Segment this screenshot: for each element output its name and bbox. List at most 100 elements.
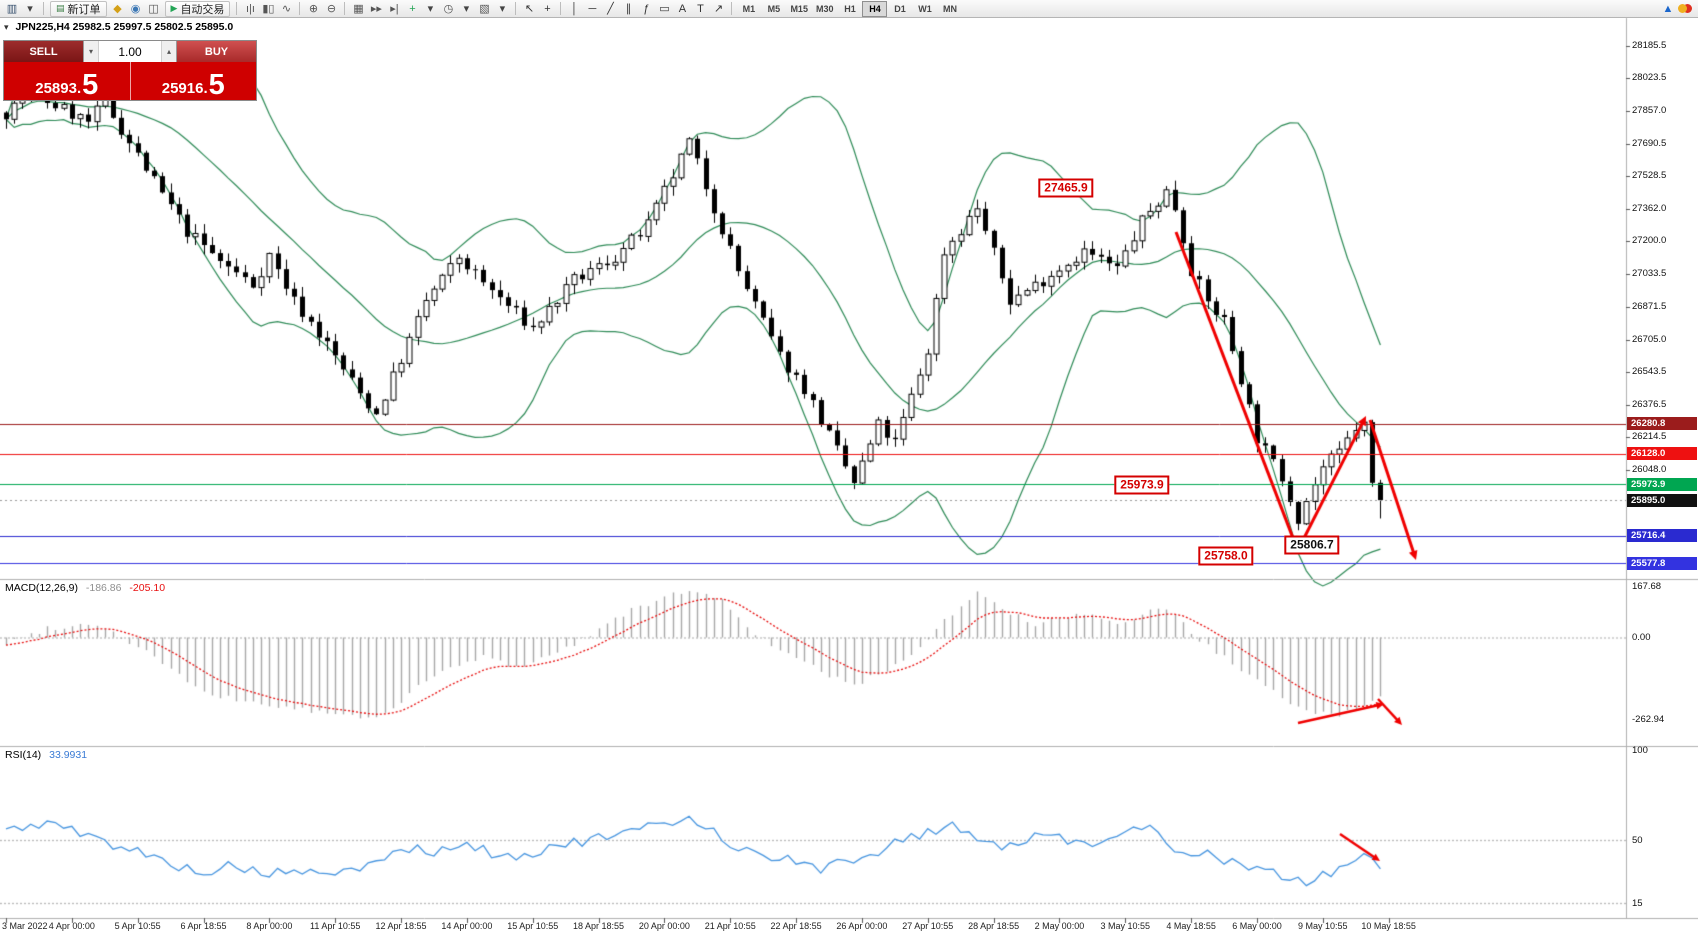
volume-increase-button[interactable]: ▴ bbox=[161, 41, 176, 62]
price-tick-label: 27857.0 bbox=[1632, 105, 1667, 117]
zoom-out-icon[interactable]: ⊖ bbox=[326, 3, 337, 15]
trendline-icon[interactable]: ╱ bbox=[607, 3, 614, 15]
new-chart-icon[interactable]: ▥ bbox=[6, 3, 18, 15]
text-icon[interactable]: A bbox=[678, 2, 687, 15]
volume-control: ▾ 1.00 ▴ bbox=[83, 41, 177, 62]
time-tick-label: 6 Apr 18:55 bbox=[180, 921, 227, 931]
auto-scroll-icon[interactable]: ▸▸ bbox=[370, 3, 382, 15]
data-window-icon[interactable]: ◉ bbox=[130, 3, 141, 15]
buy-button[interactable]: BUY bbox=[177, 41, 256, 62]
sell-price-display[interactable]: 25893. 5 bbox=[4, 62, 130, 100]
market-watch-icon[interactable]: ◆ bbox=[113, 3, 122, 15]
timeframe-m5[interactable]: M5 bbox=[767, 3, 781, 14]
hline-icon[interactable]: ─ bbox=[588, 2, 597, 15]
fibonacci-icon[interactable]: ƒ bbox=[643, 2, 650, 15]
periods-icon[interactable]: ◷ bbox=[443, 3, 454, 15]
rsi-axis-label: 50 bbox=[1632, 835, 1643, 846]
time-tick-label: 5 Apr 10:55 bbox=[114, 921, 161, 931]
timeframe-m1[interactable]: M1 bbox=[742, 3, 756, 14]
price-tick-label: 26543.5 bbox=[1632, 365, 1667, 377]
volume-input[interactable]: 1.00 bbox=[118, 44, 142, 59]
time-tick-label: 27 Apr 10:55 bbox=[902, 921, 954, 931]
chart-symbol-period: JPN225,H4 bbox=[15, 21, 70, 33]
timeframe-group: M1 M5 M15 M30 H1 H4 D1 W1 MN bbox=[736, 0, 962, 17]
time-tick-label: 2 May 00:00 bbox=[1034, 921, 1085, 931]
macd-value-main: -186.86 bbox=[85, 582, 122, 594]
toolbar-separator bbox=[560, 2, 562, 15]
new-order-button[interactable]: ▤ 新订单 bbox=[50, 0, 107, 17]
channel-icon[interactable]: ∥ bbox=[625, 3, 632, 15]
time-tick-label: 9 May 10:55 bbox=[1298, 921, 1348, 931]
price-tick-label: 28185.5 bbox=[1632, 39, 1667, 51]
price-tick-label: 26871.5 bbox=[1632, 300, 1667, 312]
template-icon[interactable]: ▧ bbox=[479, 3, 490, 15]
timeframe-mn[interactable]: MN bbox=[942, 3, 957, 14]
vline-icon[interactable]: │ bbox=[571, 2, 578, 15]
price-annotation[interactable]: 25806.7 bbox=[1284, 535, 1340, 555]
timeframe-h4[interactable]: H4 bbox=[862, 0, 888, 17]
macd-axis-label: 0.00 bbox=[1632, 631, 1651, 643]
indicators-icon[interactable]: + bbox=[409, 2, 416, 15]
timeframe-m15[interactable]: M15 bbox=[790, 3, 808, 14]
macd-value-signal: -205.10 bbox=[129, 582, 166, 594]
chart-shift-icon[interactable]: ▸| bbox=[390, 3, 399, 15]
line-chart-icon[interactable]: ∿ bbox=[281, 3, 292, 15]
price-tick-label: 26705.0 bbox=[1632, 333, 1667, 345]
autotrade-button[interactable]: ▶ 自动交易 bbox=[164, 0, 231, 17]
timeframe-h1[interactable]: H1 bbox=[844, 3, 856, 14]
rsi-axis-label: 100 bbox=[1632, 745, 1648, 756]
oct-collapse-icon[interactable]: ▾ bbox=[4, 22, 9, 32]
indicators-dropdown-icon[interactable]: ▾ bbox=[427, 3, 434, 15]
time-tick-label: 20 Apr 00:00 bbox=[638, 921, 690, 931]
zoom-in-icon[interactable]: ⊕ bbox=[308, 3, 319, 15]
buy-price-display[interactable]: 25916. 5 bbox=[129, 62, 257, 101]
buy-price-big-digit: 5 bbox=[208, 68, 225, 101]
time-tick-label: 6 May 00:00 bbox=[1232, 921, 1282, 931]
price-tick-label: 27033.5 bbox=[1632, 268, 1667, 280]
timeframe-d1[interactable]: D1 bbox=[894, 3, 906, 14]
connection-status-icon bbox=[1677, 2, 1695, 16]
timeframe-w1[interactable]: W1 bbox=[918, 3, 932, 14]
shapes-icon[interactable]: ▭ bbox=[659, 3, 670, 15]
macd-axis-label: 167.68 bbox=[1632, 581, 1662, 592]
chart-dropdown-icon[interactable]: ▾ bbox=[27, 3, 33, 15]
arrow-tool-icon[interactable]: ↗ bbox=[713, 3, 724, 15]
template-dropdown-icon[interactable]: ▾ bbox=[499, 3, 506, 15]
price-annotation[interactable]: 25758.0 bbox=[1198, 546, 1254, 566]
price-level-tag: 26280.8 bbox=[1627, 417, 1697, 431]
price-tick-label: 26214.5 bbox=[1632, 430, 1667, 442]
one-click-trading-panel: SELL ▾ 1.00 ▴ BUY 25893. 5 25916. 5 bbox=[3, 40, 257, 101]
cursor-icon[interactable]: ↖ bbox=[524, 3, 535, 15]
price-annotation[interactable]: 25973.9 bbox=[1114, 475, 1170, 495]
rsi-value: 33.9931 bbox=[49, 749, 88, 761]
time-tick-label: 4 May 18:55 bbox=[1166, 921, 1216, 931]
buy-price-main: 25916. bbox=[161, 79, 208, 97]
price-tick-label: 26376.5 bbox=[1632, 398, 1667, 410]
bar-chart-icon[interactable]: ı|ı bbox=[245, 2, 255, 15]
price-level-tag: 25716.4 bbox=[1627, 529, 1697, 543]
tile-windows-icon[interactable]: ▦ bbox=[353, 3, 364, 15]
sell-button[interactable]: SELL bbox=[4, 41, 83, 62]
crosshair-icon[interactable]: + bbox=[544, 2, 551, 15]
autotrade-button-label: 自动交易 bbox=[180, 3, 225, 16]
periods-dropdown-icon[interactable]: ▾ bbox=[463, 3, 470, 15]
candlestick-icon[interactable]: ▮▯ bbox=[262, 3, 275, 15]
price-annotation[interactable]: 27465.9 bbox=[1038, 178, 1094, 198]
rsi-title: RSI(14) bbox=[5, 749, 42, 761]
time-tick-label: 18 Apr 18:55 bbox=[573, 921, 625, 931]
label-icon[interactable]: T bbox=[697, 2, 704, 15]
time-tick-label: 22 Apr 18:55 bbox=[770, 921, 822, 931]
volume-decrease-button[interactable]: ▾ bbox=[84, 41, 99, 62]
autotrade-button-icon: ▶ bbox=[170, 3, 178, 13]
rsi-indicator-label: RSI(14) 33.9931 bbox=[5, 749, 87, 761]
pointer-icon[interactable]: ▲ bbox=[1662, 2, 1674, 15]
navigator-icon[interactable]: ◫ bbox=[148, 3, 159, 15]
price-level-tag: 26128.0 bbox=[1627, 447, 1697, 461]
time-tick-label: 4 Apr 00:00 bbox=[48, 921, 95, 931]
chart-ohlc-header: ▾ JPN225,H4 25982.5 25997.5 25802.5 2589… bbox=[4, 21, 233, 33]
new-order-button-label: 新订单 bbox=[67, 3, 101, 16]
main-toolbar: ▥ ▾ ▤ 新订单 ◆ ◉ ◫ ▶ 自动交易 ı|ı ▮▯ ∿ ⊕ ⊖ ▦ ▸▸ ▸| + ▾ ◷ ▾ ▧ ▾ ↖ + │ ─ ╱ ∥ ƒ… bbox=[0, 0, 1698, 18]
timeframe-m30[interactable]: M30 bbox=[815, 3, 834, 14]
